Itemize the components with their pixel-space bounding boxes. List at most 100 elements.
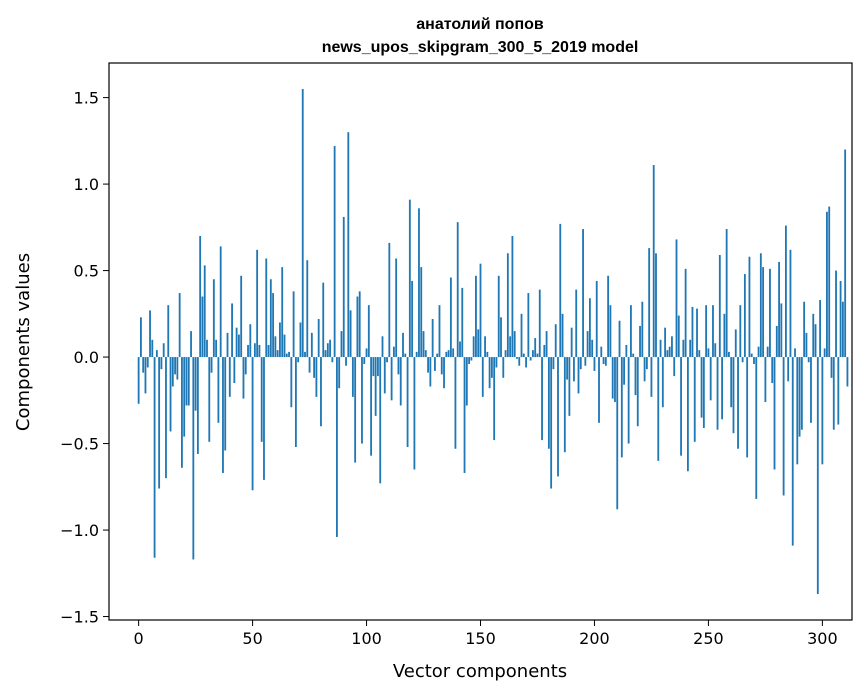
bar-161 bbox=[504, 350, 507, 358]
bar-172 bbox=[529, 357, 532, 361]
bar-305 bbox=[832, 357, 835, 430]
bar-215 bbox=[627, 357, 630, 444]
bar-290 bbox=[798, 357, 801, 437]
bar-22 bbox=[187, 357, 190, 406]
bar-26 bbox=[196, 357, 199, 454]
bar-56 bbox=[265, 258, 268, 358]
bar-135 bbox=[445, 351, 448, 358]
bar-143 bbox=[463, 357, 466, 473]
bar-223 bbox=[645, 357, 648, 370]
bar-121 bbox=[413, 357, 416, 470]
bar-34 bbox=[215, 339, 218, 358]
bar-80 bbox=[320, 357, 322, 427]
bar-176 bbox=[538, 289, 541, 358]
bar-67 bbox=[290, 357, 293, 408]
bar-229 bbox=[659, 339, 662, 358]
bar-307 bbox=[837, 357, 840, 425]
bar-142 bbox=[461, 287, 464, 358]
bar-237 bbox=[677, 315, 680, 358]
bar-178 bbox=[543, 344, 546, 358]
bar-200 bbox=[593, 357, 596, 371]
bar-232 bbox=[666, 350, 669, 358]
bar-132 bbox=[438, 305, 441, 358]
bar-14 bbox=[169, 357, 172, 432]
bar-16 bbox=[174, 357, 176, 375]
bar-179 bbox=[545, 331, 548, 358]
bar-182 bbox=[552, 357, 555, 370]
bar-271 bbox=[755, 357, 758, 499]
bar-238 bbox=[680, 357, 682, 456]
bar-65 bbox=[285, 353, 288, 358]
bar-311 bbox=[846, 357, 849, 387]
bar-106 bbox=[379, 357, 382, 484]
bar-77 bbox=[313, 357, 316, 378]
bar-281 bbox=[778, 261, 780, 358]
bar-13 bbox=[167, 305, 170, 358]
bar-227 bbox=[655, 253, 657, 358]
bar-130 bbox=[434, 357, 436, 371]
bar-196 bbox=[584, 357, 587, 366]
bar-39 bbox=[226, 332, 229, 358]
chart-title: анатолий попов bbox=[416, 16, 544, 33]
bar-203 bbox=[600, 346, 603, 358]
bar-169 bbox=[522, 353, 525, 358]
bar-20 bbox=[183, 357, 186, 437]
bar-272 bbox=[757, 346, 760, 358]
bar-256 bbox=[721, 357, 723, 420]
x-tick-label: 250 bbox=[693, 629, 724, 648]
bar-289 bbox=[796, 357, 799, 465]
bar-197 bbox=[586, 331, 589, 358]
x-tick-label: 150 bbox=[465, 629, 496, 648]
bar-96 bbox=[356, 296, 359, 358]
bar-2 bbox=[142, 357, 145, 373]
bar-36 bbox=[219, 246, 222, 358]
bar-248 bbox=[702, 357, 705, 428]
x-axis: 0 50 100 150 200 250 300 bbox=[134, 620, 838, 648]
bar-258 bbox=[725, 229, 728, 358]
bar-84 bbox=[329, 339, 331, 358]
bar-180 bbox=[547, 357, 550, 449]
bar-220 bbox=[639, 325, 641, 358]
bar-118 bbox=[406, 357, 409, 448]
bar-7 bbox=[153, 357, 156, 558]
bar-87 bbox=[336, 357, 338, 537]
bar-308 bbox=[839, 280, 842, 358]
bar-70 bbox=[297, 357, 300, 363]
y-tick-label: −0.5 bbox=[60, 435, 99, 454]
bar-236 bbox=[675, 239, 678, 358]
bar-284 bbox=[784, 225, 787, 358]
bar-24 bbox=[192, 357, 195, 560]
bar-219 bbox=[636, 357, 639, 427]
bar-225 bbox=[650, 357, 653, 397]
bar-273 bbox=[759, 253, 762, 358]
bar-42 bbox=[233, 357, 236, 384]
bar-66 bbox=[288, 351, 290, 358]
bar-299 bbox=[819, 299, 821, 358]
bar-234 bbox=[671, 336, 673, 358]
bar-183 bbox=[554, 324, 557, 358]
bar-104 bbox=[374, 357, 377, 416]
bar-306 bbox=[835, 270, 837, 358]
bar-268 bbox=[748, 256, 751, 358]
bar-136 bbox=[447, 350, 450, 358]
x-axis-label: Vector components bbox=[393, 661, 567, 682]
bar-205 bbox=[604, 357, 607, 366]
bar-188 bbox=[566, 357, 569, 380]
bar-217 bbox=[632, 353, 635, 358]
bar-210 bbox=[616, 357, 619, 510]
bar-109 bbox=[386, 357, 388, 363]
bar-139 bbox=[454, 357, 457, 449]
bar-138 bbox=[452, 348, 455, 358]
bar-35 bbox=[217, 357, 220, 423]
x-tick-label: 50 bbox=[242, 629, 262, 648]
bar-12 bbox=[165, 357, 167, 479]
bar-18 bbox=[178, 293, 181, 358]
bar-206 bbox=[607, 275, 610, 358]
bar-244 bbox=[693, 357, 696, 442]
bar-247 bbox=[700, 357, 703, 418]
bar-194 bbox=[579, 357, 582, 370]
bar-88 bbox=[338, 357, 341, 389]
bar-3 bbox=[144, 357, 147, 394]
bar-38 bbox=[224, 357, 227, 451]
